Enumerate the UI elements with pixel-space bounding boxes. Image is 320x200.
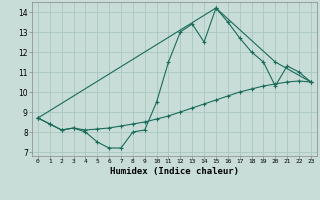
X-axis label: Humidex (Indice chaleur): Humidex (Indice chaleur) bbox=[110, 167, 239, 176]
